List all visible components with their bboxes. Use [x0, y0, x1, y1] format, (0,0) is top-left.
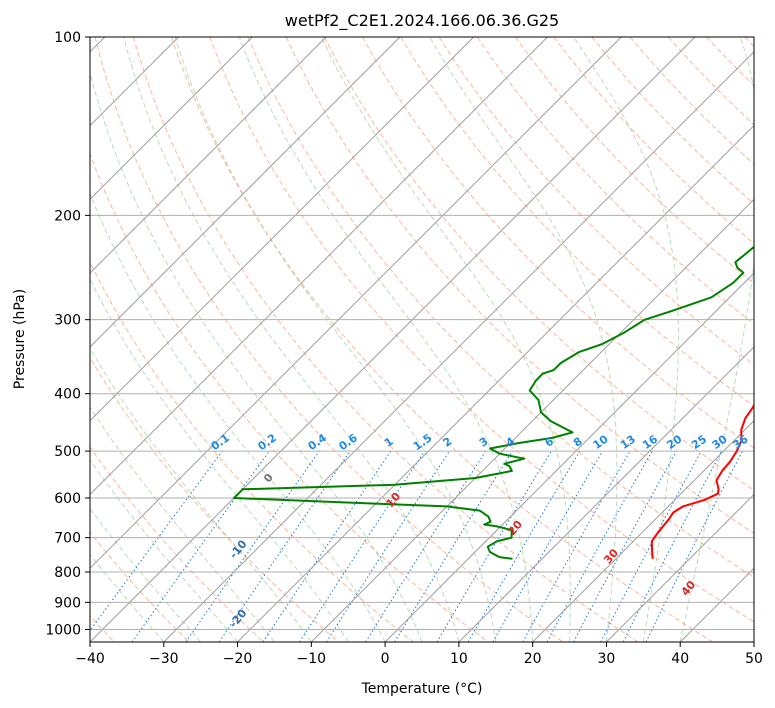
isotherm	[384, 272, 754, 642]
x-tick-label: 20	[524, 651, 542, 667]
x-axis: −40 −30 −20 −10 0 10 20 30 40 50	[75, 642, 763, 667]
moist-adiabat	[90, 192, 386, 642]
dewpoint-line	[233, 245, 754, 560]
dry-adiabat	[90, 260, 414, 642]
moist-adiabat	[238, 37, 534, 642]
isotherm	[606, 493, 754, 642]
dry-adiabat	[247, 37, 754, 578]
y-tick-label: 900	[54, 595, 81, 611]
x-tick-label: −30	[149, 651, 179, 667]
dry-adiabat	[515, 37, 754, 285]
isotherm	[90, 37, 253, 201]
x-tick-label: −40	[75, 651, 105, 667]
isotherm	[163, 51, 754, 642]
moist-adiabat	[90, 406, 275, 642]
y-tick-label: 400	[54, 387, 81, 403]
mixing-ratio-line	[185, 450, 320, 642]
moist-adiabat	[90, 459, 238, 642]
skewed-isotherms	[90, 37, 754, 642]
isotherm	[90, 37, 401, 348]
mixing-ratio-line	[645, 450, 743, 642]
isotherm	[458, 346, 754, 642]
mixing-ratio-line	[90, 450, 223, 632]
moist-adiabat	[320, 37, 571, 642]
y-axis: 100 200 300 400 500 600 700 800 900 1000	[45, 30, 90, 638]
dry-adiabat	[629, 37, 754, 165]
dry-adiabat	[171, 37, 713, 642]
isotherm	[90, 37, 548, 496]
x-tick-label: 40	[671, 651, 689, 667]
isotherm	[237, 124, 754, 642]
mixing-ratio-line	[546, 450, 653, 642]
dry-adiabat	[94, 37, 564, 642]
y-tick-label: 300	[54, 313, 81, 329]
dry-adiabat	[400, 37, 754, 407]
dry-adiabat	[209, 37, 754, 623]
x-tick-label: 30	[598, 651, 616, 667]
x-axis-title: Temperature (°C)	[361, 681, 483, 697]
mixing-ratio-line	[522, 450, 631, 642]
dry-adiabat	[553, 37, 754, 245]
moist-adiabat	[174, 37, 497, 642]
isotherm	[90, 37, 475, 422]
pressure-gridlines	[90, 37, 754, 630]
mixing-ratio-line	[299, 450, 426, 642]
dry-adiabat	[90, 446, 265, 642]
x-tick-label: −10	[297, 651, 327, 667]
mixing-ratio-line	[262, 450, 392, 642]
moist-adiabat	[90, 278, 349, 642]
mixing-ratio-line	[573, 450, 677, 642]
isotherm	[90, 37, 696, 642]
mixing-ratio-line	[325, 450, 450, 642]
mixing-ratio-line	[131, 450, 270, 642]
y-tick-label: 200	[54, 208, 81, 224]
y-tick-label: 100	[54, 30, 81, 46]
profile-series	[233, 245, 754, 560]
moist-adiabat	[123, 37, 460, 642]
isotherm	[310, 198, 754, 642]
y-tick-label: 700	[54, 531, 81, 547]
plot-area: 0.10.20.40.611.52346810131620253036-100-…	[90, 37, 754, 642]
x-tick-label: −20	[223, 651, 253, 667]
y-tick-label: 1000	[45, 622, 81, 638]
isotherm	[532, 419, 754, 642]
isotherm	[90, 37, 327, 274]
dry-adiabat	[438, 37, 754, 366]
y-tick-label: 600	[54, 491, 81, 507]
dry-adiabat	[323, 37, 754, 491]
mixing-ratio-line	[394, 450, 513, 642]
x-tick-label: 10	[450, 651, 468, 667]
moist-adiabat	[429, 37, 618, 642]
y-tick-label: 800	[54, 565, 81, 581]
isotherm	[90, 37, 622, 569]
moist-adiabat	[573, 37, 679, 642]
x-tick-label: 0	[381, 651, 390, 667]
x-tick-label: 50	[745, 651, 763, 667]
temperature-line	[650, 404, 754, 559]
mixing-ratio-lines	[90, 450, 743, 642]
mixing-ratio-line	[218, 450, 351, 642]
dry-adiabat	[285, 37, 754, 534]
chart-title: wetPf2_C2E1.2024.166.06.36.G25	[285, 11, 559, 31]
plot-frame	[89, 36, 755, 643]
y-axis-title: Pressure (hPa)	[12, 289, 28, 389]
y-tick-label: 500	[54, 444, 81, 460]
